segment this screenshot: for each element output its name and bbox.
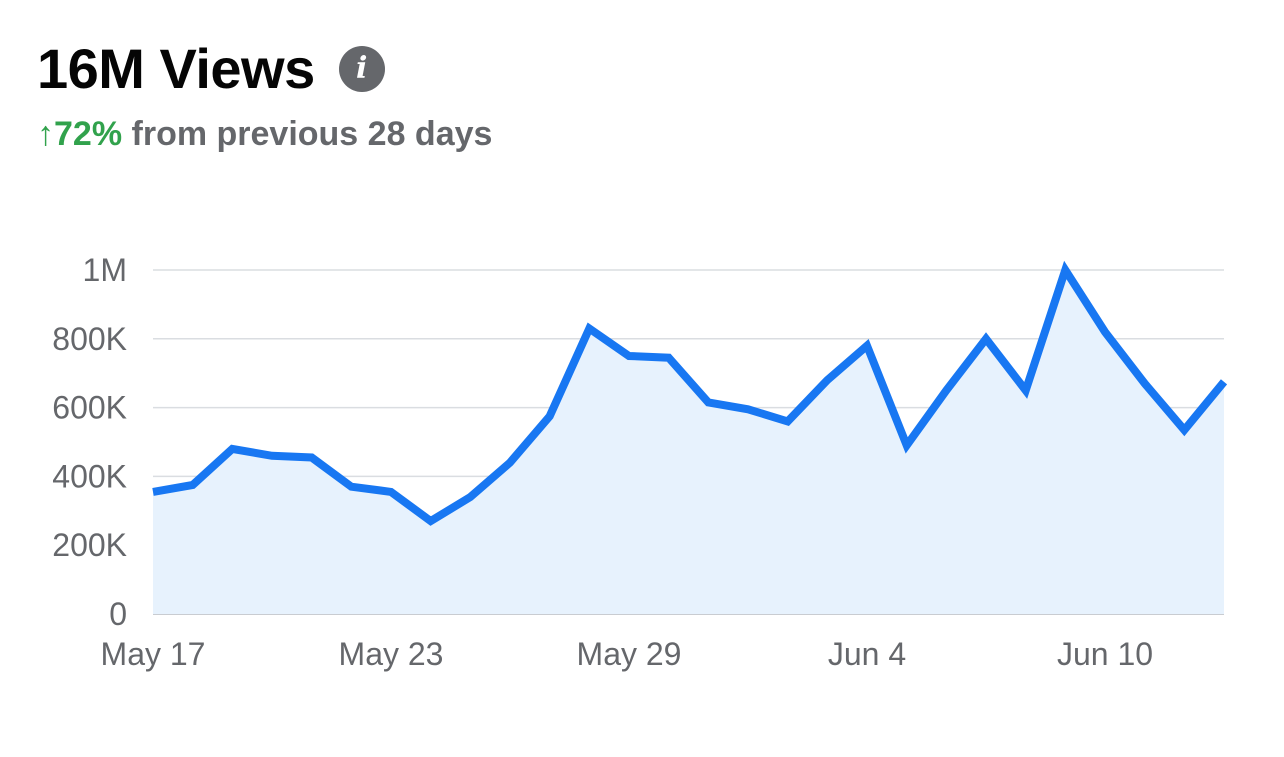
x-tick-label: May 29 — [577, 636, 682, 672]
up-arrow-icon: ↑ — [37, 115, 54, 153]
title-row: 16M Views i — [37, 36, 492, 102]
area-fill — [153, 270, 1224, 614]
x-tick-label: May 23 — [339, 636, 444, 672]
y-tick-label: 200K — [52, 527, 127, 563]
x-tick-label: Jun 10 — [1057, 636, 1153, 672]
y-axis: 0 200K 400K 600K 800K 1M — [52, 252, 127, 632]
series-line — [152, 260, 1228, 526]
y-tick-label: 0 — [109, 596, 127, 632]
change-summary: ↑72% from previous 28 days — [37, 112, 492, 156]
series-area-0 — [153, 270, 1224, 614]
x-tick-label: May 17 — [101, 636, 206, 672]
page-title: 16M Views — [37, 37, 315, 100]
x-tick-label: Jun 4 — [828, 636, 906, 672]
change-value: 72% — [54, 115, 123, 153]
change-indicator: ↑72% — [37, 115, 122, 153]
y-tick-label: 400K — [52, 458, 127, 494]
chart-header: 16M Views i ↑72% from previous 28 days — [37, 36, 492, 156]
info-icon[interactable]: i — [338, 46, 385, 92]
x-axis: May 17 May 23 May 29 Jun 4 Jun 10 — [101, 636, 1154, 672]
y-tick-label: 1M — [83, 252, 127, 288]
y-tick-label: 600K — [52, 390, 127, 426]
change-period: from previous 28 days — [122, 115, 493, 153]
y-tick-label: 800K — [52, 321, 127, 357]
series-line-0 — [152, 260, 1228, 526]
